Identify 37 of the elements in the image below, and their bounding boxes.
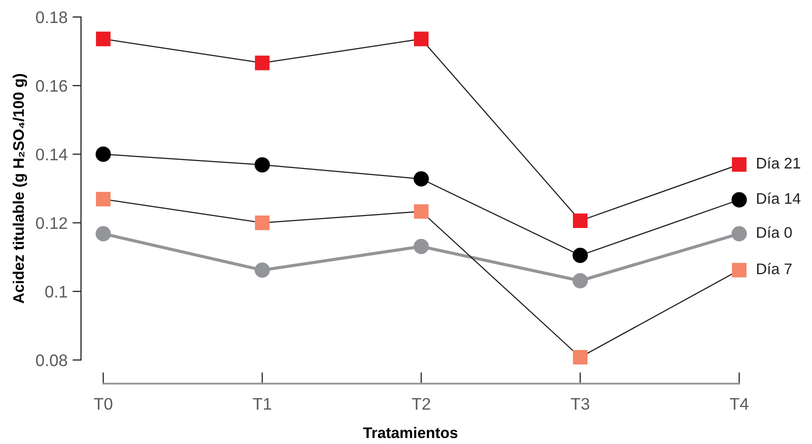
series-label: Día 7	[757, 262, 792, 274]
y-tick-label: 0.14	[36, 148, 68, 160]
y-tick-label: 0.16	[36, 80, 68, 92]
point	[96, 32, 111, 46]
x-axis-title: Tratamientos	[363, 426, 458, 438]
x-tick-label: T0	[94, 398, 112, 410]
series-label: Día 21	[757, 157, 800, 169]
y-tick-label: 0.12	[36, 217, 67, 230]
point	[254, 157, 270, 172]
point	[572, 213, 588, 228]
point	[254, 262, 270, 278]
series-label: Día 0	[757, 226, 792, 238]
point	[572, 248, 588, 264]
x-tick-label: T4	[730, 398, 748, 410]
point	[414, 238, 429, 254]
point	[96, 146, 111, 162]
y-tick-label: 0.18	[36, 11, 68, 24]
point	[732, 157, 746, 172]
series-label: Día 14	[757, 192, 800, 204]
point	[572, 350, 588, 365]
point	[732, 226, 747, 242]
y-axis-title: Acidez titulable (g H₂SO₄/100 g)	[12, 74, 28, 304]
x-tick-label: T2	[412, 398, 430, 410]
x-tick-label: T1	[252, 398, 272, 410]
y-tick-label: 0.1	[45, 286, 67, 298]
y-tick-label: 0.08	[36, 354, 68, 366]
point	[414, 32, 429, 46]
point	[414, 171, 429, 187]
point	[96, 226, 111, 242]
point	[96, 192, 111, 206]
point	[572, 273, 588, 288]
point	[732, 192, 747, 208]
point	[254, 216, 270, 230]
point	[732, 262, 746, 278]
point	[254, 56, 270, 70]
x-tick-label: T3	[570, 398, 590, 410]
point	[414, 204, 429, 219]
